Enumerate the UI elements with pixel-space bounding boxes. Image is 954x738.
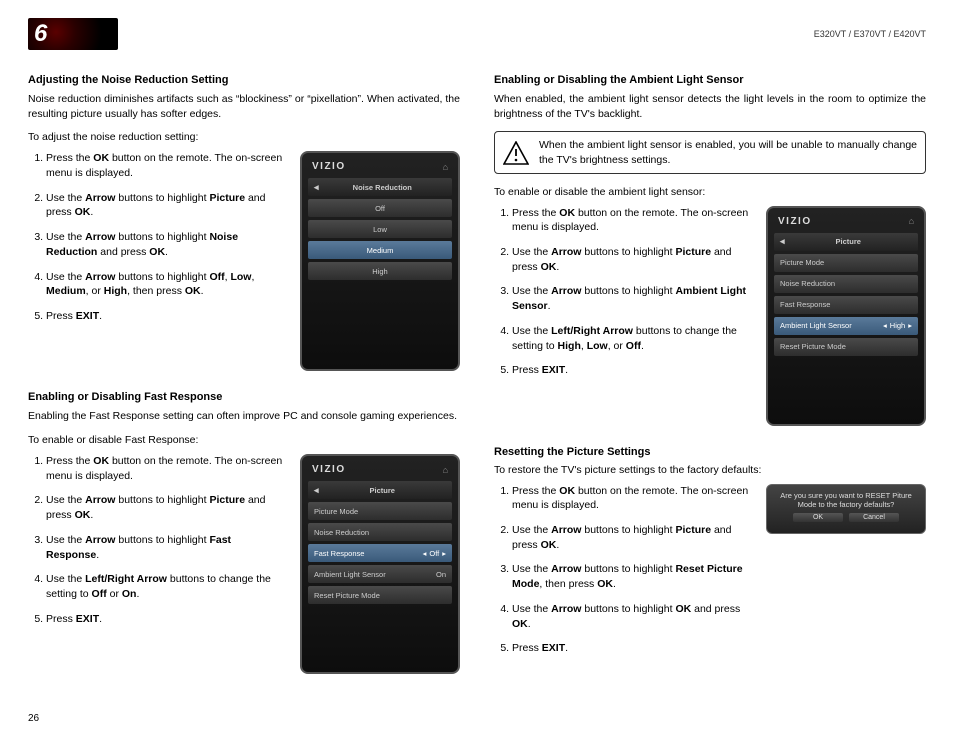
tv-menu-item: Reset Picture Mode [774,338,918,356]
step: Use the Left/Right Arrow buttons to chan… [512,324,752,353]
tv-menu-title: ◂Picture [774,233,918,251]
tv-logo: VIZIO [778,216,812,227]
warning-text: When the ambient light sensor is enabled… [539,138,917,166]
section-lead: To restore the TV's picture settings to … [494,464,926,476]
section-noise-reduction: Adjusting the Noise Reduction Setting No… [28,74,460,371]
back-arrow-icon: ◂ [780,237,785,246]
page-header: 6 E320VT / E370VT / E420VT [28,18,926,50]
tv-menu-item: Noise Reduction [774,275,918,293]
step: Use the Arrow buttons to highlight Pictu… [46,493,286,522]
step: Use the Arrow buttons to highlight Fast … [46,533,286,562]
left-column: Adjusting the Noise Reduction Setting No… [28,74,460,694]
chapter-badge: 6 [28,18,118,50]
warning-icon [503,141,529,165]
section-lead: To adjust the noise reduction setting: [28,131,460,143]
section-lead: To enable or disable the ambient light s… [494,186,926,198]
step: Press the OK button on the remote. The o… [46,454,286,483]
model-list: E320VT / E370VT / E420VT [814,29,926,39]
section-intro: Enabling the Fast Response setting can o… [28,409,460,424]
section-intro: Noise reduction diminishes artifacts suc… [28,92,460,121]
section-title: Enabling or Disabling Fast Response [28,391,460,403]
tv-mock-fast: VIZIO ⌂ ◂Picture Picture Mode Noise Reduc… [300,454,460,674]
page-number: 26 [28,713,39,724]
dialog-message: Are you sure you want to RESET Piture Mo… [773,491,919,509]
left-arrow-icon: ◂ [423,549,427,558]
tv-menu-title: ◂Noise Reduction [308,178,452,196]
step: Use the Arrow buttons to highlight Noise… [46,230,286,259]
steps-list: Press the OK button on the remote. The o… [494,484,752,656]
tv-logo: VIZIO [312,464,346,475]
tv-option: Low [308,220,452,238]
steps-list: Press the OK button on the remote. The o… [494,206,752,378]
tv-logo: VIZIO [312,161,346,172]
back-arrow-icon: ◂ [314,183,319,192]
step: Use the Arrow buttons to highlight OK an… [512,602,752,631]
tv-menu-item: Noise Reduction [308,523,452,541]
section-reset-picture: Resetting the Picture Settings To restor… [494,446,926,666]
home-icon: ⌂ [909,216,914,226]
section-fast-response: Enabling or Disabling Fast Response Enab… [28,391,460,674]
step: Press EXIT. [46,612,286,627]
tv-menu-item: Fast Response [774,296,918,314]
home-icon: ⌂ [443,162,448,172]
back-arrow-icon: ◂ [314,486,319,495]
tv-option: Off [308,199,452,217]
step: Press EXIT. [512,641,752,656]
tv-option-selected: Medium [308,241,452,259]
step: Press the OK button on the remote. The o… [512,206,752,235]
step: Use the Left/Right Arrow buttons to chan… [46,572,286,601]
section-title: Adjusting the Noise Reduction Setting [28,74,460,86]
warning-note: When the ambient light sensor is enabled… [494,131,926,173]
step: Use the Arrow buttons to highlight Pictu… [46,191,286,220]
section-title: Enabling or Disabling the Ambient Light … [494,74,926,86]
steps-list: Press the OK button on the remote. The o… [28,454,286,626]
tv-menu-item: Ambient Light SensorOn [308,565,452,583]
step: Press the OK button on the remote. The o… [512,484,752,513]
dialog-cancel-button: Cancel [849,513,899,522]
home-icon: ⌂ [443,465,448,475]
step: Use the Arrow buttons to highlight Pictu… [512,523,752,552]
tv-mock-ambient: VIZIO ⌂ ◂Picture Picture Mode Noise Reduc… [766,206,926,426]
tv-menu-title: ◂Picture [308,481,452,499]
step: Press EXIT. [46,309,286,324]
tv-menu-item-selected: Fast Response◂Off▸ [308,544,452,562]
dialog-ok-button: OK [793,513,843,522]
step: Use the Arrow buttons to highlight Pictu… [512,245,752,274]
tv-mock-noise: VIZIO ⌂ ◂Noise Reduction Off Low Medium H… [300,151,460,371]
section-ambient-light: Enabling or Disabling the Ambient Light … [494,74,926,426]
tv-menu-item: Reset Picture Mode [308,586,452,604]
step: Use the Arrow buttons to highlight Off, … [46,270,286,299]
chapter-number: 6 [34,20,47,48]
right-arrow-icon: ▸ [442,549,446,558]
tv-menu-item-selected: Ambient Light Sensor◂High▸ [774,317,918,335]
tv-mock-reset-dialog: Are you sure you want to RESET Piture Mo… [766,484,926,534]
right-arrow-icon: ▸ [908,321,912,330]
section-title: Resetting the Picture Settings [494,446,926,458]
tv-option: High [308,262,452,280]
left-arrow-icon: ◂ [883,321,887,330]
right-column: Enabling or Disabling the Ambient Light … [494,74,926,694]
step: Use the Arrow buttons to highlight Ambie… [512,284,752,313]
steps-list: Press the OK button on the remote. The o… [28,151,286,323]
section-intro: When enabled, the ambient light sensor d… [494,92,926,121]
section-lead: To enable or disable Fast Response: [28,434,460,446]
step: Press the OK button on the remote. The o… [46,151,286,180]
step: Press EXIT. [512,363,752,378]
tv-menu-item: Picture Mode [308,502,452,520]
step: Use the Arrow buttons to highlight Reset… [512,562,752,591]
tv-menu-item: Picture Mode [774,254,918,272]
